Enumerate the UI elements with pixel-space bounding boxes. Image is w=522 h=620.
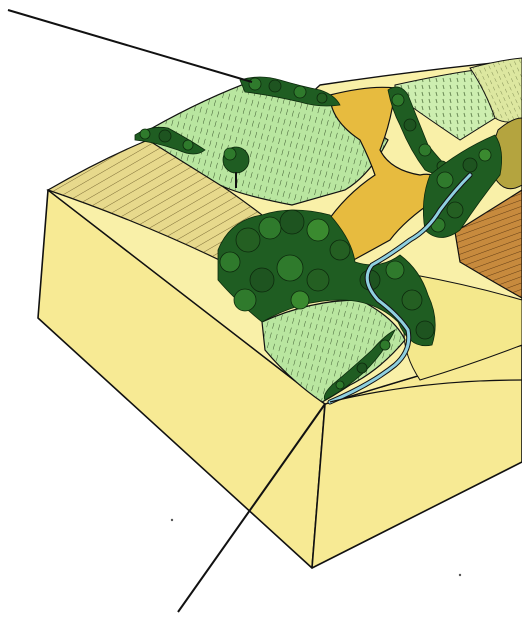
upper-green-field	[138, 79, 389, 206]
stray-dot	[458, 573, 462, 577]
ploughed-field	[454, 189, 522, 299]
mustard-field	[323, 86, 439, 263]
pointer-line-top	[7, 9, 253, 83]
stray-dot	[170, 518, 174, 522]
pointer-line-bottom	[177, 403, 326, 613]
wheat-field	[46, 139, 263, 273]
lower-green-field	[261, 299, 406, 403]
lower-field-boundary	[329, 379, 522, 403]
riparian-forest	[134, 76, 503, 401]
pale-green-field	[394, 69, 501, 141]
